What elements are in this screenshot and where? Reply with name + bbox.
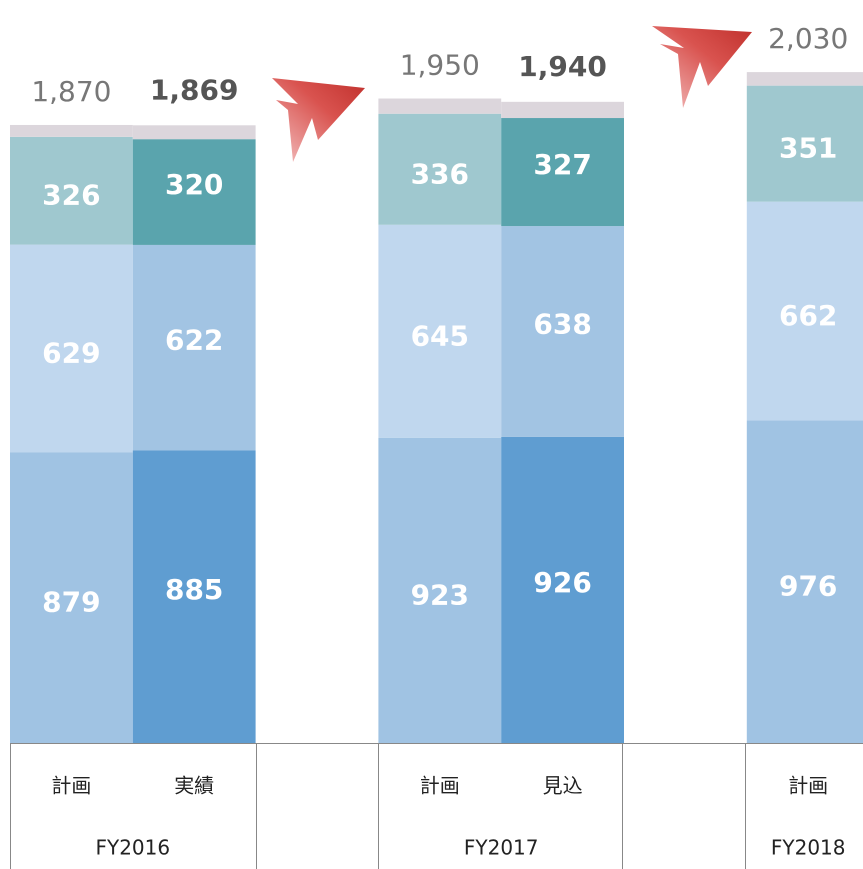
group-label: FY2016 [95,836,170,860]
data-label: 326 [42,179,100,212]
data-label: 976 [779,570,837,603]
bar-segment [378,224,502,438]
total-label: 1,950 [400,49,480,82]
total-label: 2,030 [768,22,848,55]
data-label: 320 [165,168,223,201]
bar-segment [10,244,133,453]
bar-segment [132,450,256,743]
data-label: 926 [533,566,591,599]
category-label: 計画 [420,774,460,798]
bar-segment [746,420,863,743]
category-label: 計画 [788,774,828,798]
data-label: 923 [411,578,469,611]
total-label: 1,869 [150,73,239,106]
bar-segment [501,226,624,437]
trend-arrow [652,26,752,108]
bar-segment [10,136,133,245]
total-label: 1,870 [31,75,111,108]
category-label: 実績 [174,774,214,798]
group-label: FY2017 [464,836,539,860]
bar-segment [10,452,133,743]
data-label: 638 [533,308,591,341]
bar-segment [132,244,256,451]
trend-arrow [272,78,365,162]
bar-segment [378,437,502,743]
category-label: 計画 [51,774,91,798]
data-label: 662 [779,299,837,332]
category-label: 見込 [543,774,583,798]
data-label: 327 [533,148,591,181]
data-label: 885 [165,573,223,606]
total-label: 1,940 [518,50,607,83]
remainder-segment [10,124,133,137]
bar-segment [746,201,863,421]
data-label: 645 [411,319,469,352]
bar-segment [501,118,624,227]
remainder-segment [746,72,863,86]
bar-segment [378,113,502,225]
bar-segment [746,85,863,202]
bar-segment [132,139,256,245]
data-label: 622 [165,324,223,357]
remainder-segment [132,125,256,140]
data-label: 351 [779,132,837,165]
remainder-segment [378,98,502,114]
category-axis [10,743,863,869]
data-label: 629 [42,337,100,370]
data-label: 879 [42,586,100,619]
remainder-segment [501,101,624,119]
group-label: FY2018 [771,836,846,860]
data-label: 336 [411,157,469,190]
bar-segment [501,436,624,743]
